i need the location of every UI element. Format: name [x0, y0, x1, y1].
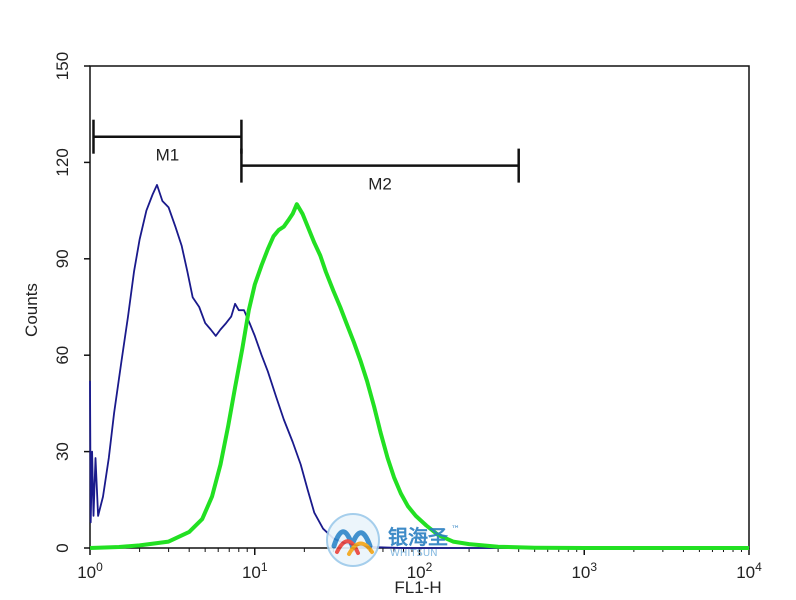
x-tick-label-3: 103: [571, 560, 597, 582]
y-axis: 0 30 60 90 120 150: [53, 52, 90, 553]
x-tick-label-0: 100: [77, 560, 103, 582]
plot-frame: [89, 65, 750, 549]
gate-m1: M1: [92, 119, 243, 165]
y-tick-label-1: 30: [53, 442, 72, 461]
y-tick-label-4: 120: [53, 148, 72, 176]
y-tick-label-5: 150: [53, 52, 72, 80]
x-tick-label-2: 102: [407, 560, 433, 582]
watermark-brand-cn: 银海圣: [388, 525, 449, 549]
gate-m2: M2: [240, 148, 520, 194]
gate-label-1: M2: [368, 175, 392, 194]
watermark-tm: ™: [451, 525, 460, 535]
series-line-0: [89, 184, 749, 549]
x-axis-title: FL1-H: [394, 578, 441, 597]
series-line-1: [89, 202, 749, 550]
y-tick-label-3: 90: [53, 249, 72, 268]
x-tick-label-4: 104: [736, 560, 762, 582]
y-tick-label-2: 60: [53, 346, 72, 365]
watermark-logo: 银海圣 ™ WHITSUN: [326, 513, 460, 567]
y-axis-title: Counts: [22, 283, 41, 337]
gate-label-0: M1: [156, 146, 180, 165]
watermark-brand-en: WHITSUN: [390, 548, 438, 559]
series-layer: [89, 184, 749, 550]
y-tick-label-0: 0: [53, 543, 72, 552]
x-tick-label-1: 101: [242, 560, 268, 582]
gate-markers: M1 M2: [92, 119, 520, 194]
